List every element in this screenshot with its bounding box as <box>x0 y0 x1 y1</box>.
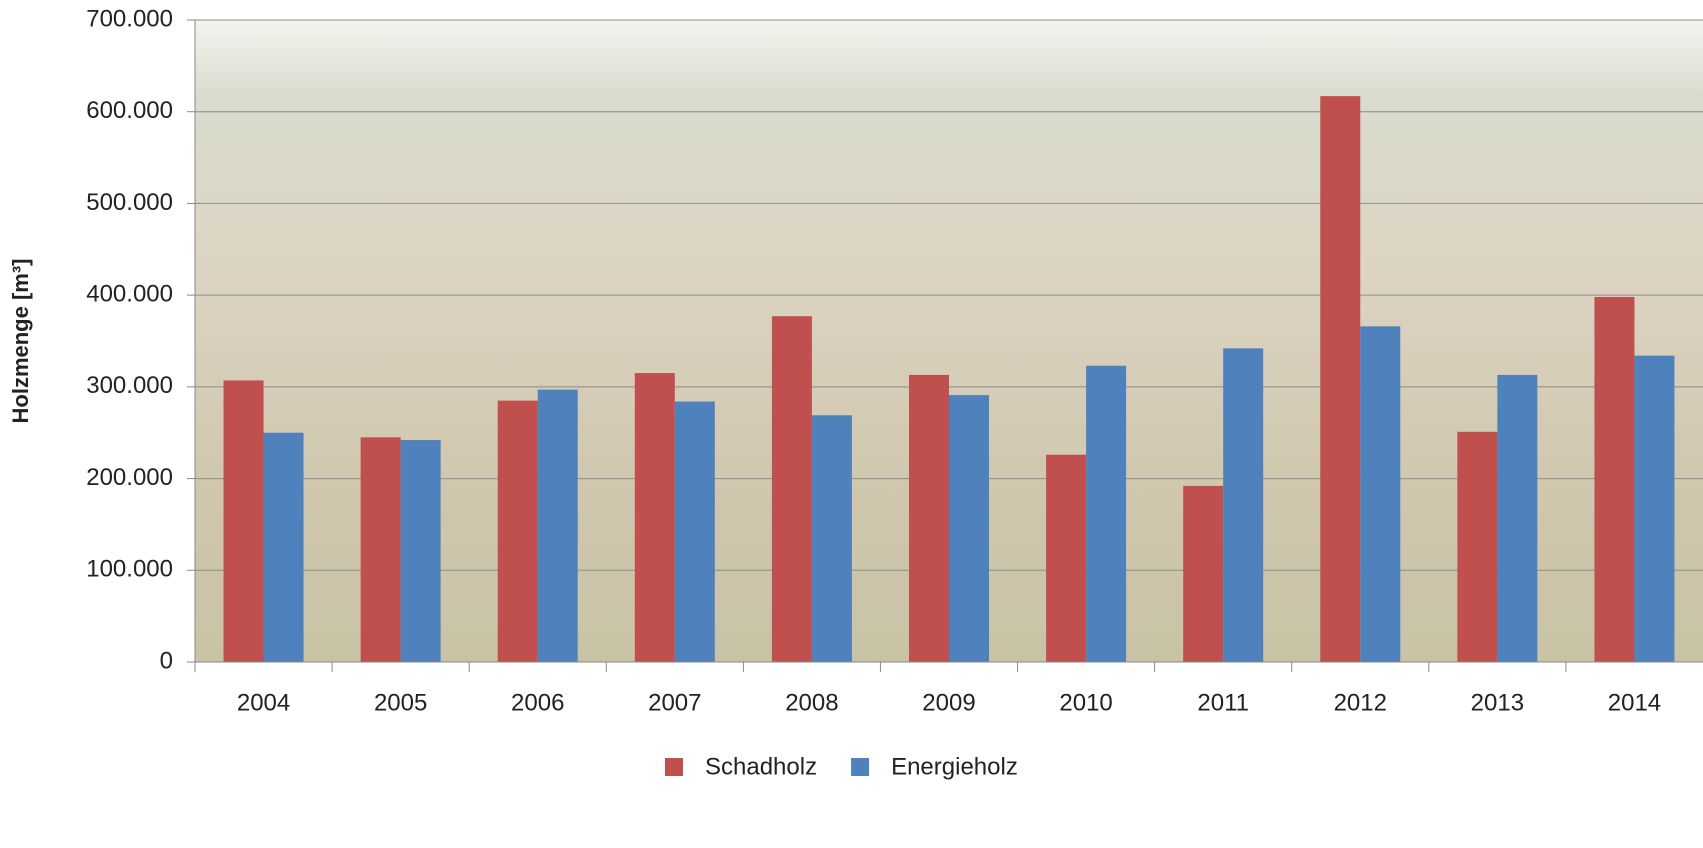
x-tick-label: 2009 <box>922 689 975 716</box>
bar <box>1223 348 1264 662</box>
bar <box>949 395 989 662</box>
legend-swatch <box>665 758 683 776</box>
bar <box>223 380 264 662</box>
x-tick-label: 2006 <box>511 689 564 716</box>
y-tick-label: 300.000 <box>86 372 173 399</box>
y-tick-label: 500.000 <box>86 189 173 216</box>
y-tick-label: 100.000 <box>86 556 173 583</box>
y-tick-label: 700.000 <box>86 5 173 32</box>
bar <box>674 401 715 662</box>
x-tick-label: 2007 <box>648 689 701 716</box>
bar <box>771 316 812 662</box>
bar <box>1594 296 1635 662</box>
bar <box>1046 454 1087 662</box>
bar <box>1497 374 1538 662</box>
x-tick-label: 2011 <box>1197 689 1249 716</box>
bar <box>400 440 441 662</box>
x-tick-label: 2010 <box>1059 689 1112 716</box>
x-tick-label: 2005 <box>374 689 427 716</box>
bar <box>811 415 852 662</box>
bar <box>1360 326 1401 662</box>
y-tick-label: 600.000 <box>86 97 173 124</box>
x-tick-label: 2014 <box>1608 689 1661 716</box>
legend-label: Energieholz <box>891 753 1018 780</box>
bar <box>634 373 675 662</box>
y-tick-label: 200.000 <box>86 464 173 491</box>
legend-swatch <box>851 758 870 776</box>
bar <box>360 437 401 662</box>
y-axis-title: Holzmenge [m³] <box>8 259 33 424</box>
x-tick-label: 2012 <box>1334 689 1387 716</box>
bar <box>909 374 949 662</box>
bar <box>537 389 578 662</box>
legend-label: Schadholz <box>705 753 817 780</box>
bar <box>1634 355 1675 662</box>
x-tick-label: 2008 <box>785 689 838 716</box>
x-tick-label: 2004 <box>237 689 290 716</box>
y-tick-label: 0 <box>160 647 173 674</box>
x-tick-label: 2013 <box>1471 689 1524 716</box>
y-tick-label: 400.000 <box>86 280 173 307</box>
bar <box>1320 96 1361 662</box>
bar <box>1183 485 1224 662</box>
bar <box>497 400 538 662</box>
bar <box>263 432 304 662</box>
bar <box>1086 365 1127 662</box>
bar <box>1457 431 1498 662</box>
